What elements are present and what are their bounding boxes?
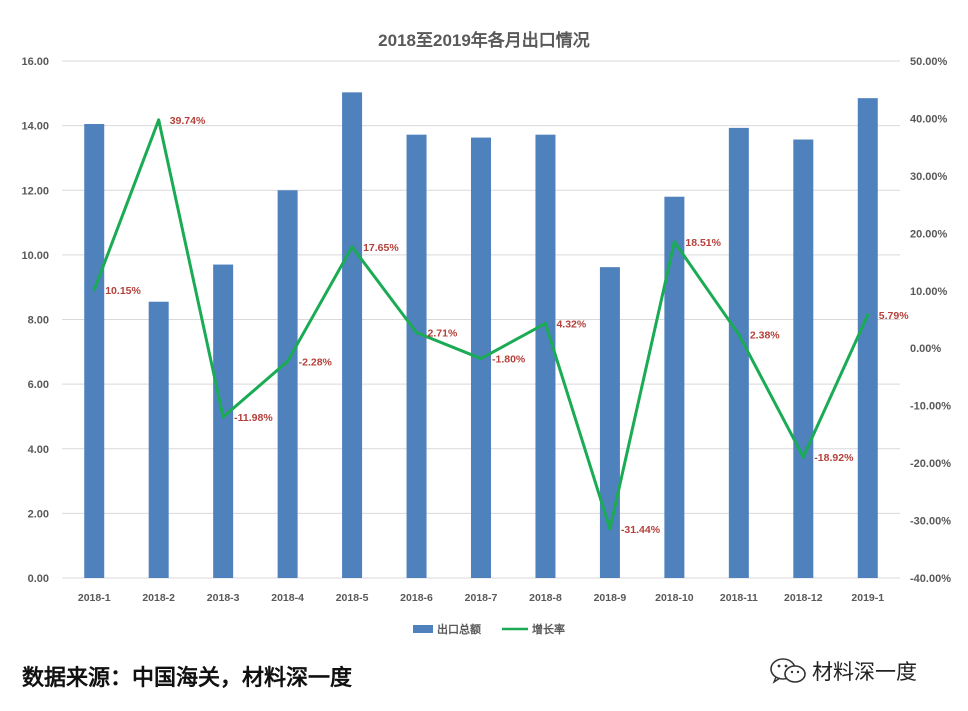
left-tick-label: 8.00 bbox=[28, 315, 49, 327]
bar bbox=[793, 139, 814, 578]
bar bbox=[277, 190, 298, 578]
growth-rate-point bbox=[221, 415, 225, 419]
category-label: 2018-11 bbox=[720, 592, 758, 604]
category-label: 2018-6 bbox=[400, 592, 433, 604]
right-tick-label: 40.00% bbox=[910, 113, 948, 125]
growth-rate-label: -31.44% bbox=[621, 524, 661, 536]
left-tick-label: 12.00 bbox=[21, 185, 49, 197]
growth-rate-label: -1.80% bbox=[492, 354, 526, 366]
category-label: 2018-5 bbox=[336, 592, 369, 604]
brand-name: 材料深一度 bbox=[812, 660, 917, 684]
legend-bar-swatch bbox=[413, 625, 433, 633]
bar-series bbox=[84, 92, 878, 579]
left-tick-label: 10.00 bbox=[21, 250, 49, 262]
category-label: 2018-9 bbox=[594, 592, 627, 604]
growth-rate-label: 10.15% bbox=[105, 285, 141, 297]
growth-rate-label: 5.79% bbox=[879, 310, 909, 322]
bar bbox=[599, 267, 620, 578]
brand-watermark: 材料深一度 bbox=[768, 656, 917, 686]
right-tick-label: -10.00% bbox=[910, 401, 951, 413]
growth-rate-label: -11.98% bbox=[234, 412, 273, 424]
category-label: 2018-7 bbox=[465, 592, 498, 604]
growth-rate-point bbox=[672, 240, 676, 244]
category-axis: 2018-1 2018-2 2018-3 2018-4 2018-5 2018-6 2018… bbox=[78, 592, 884, 604]
growth-rate-label: 2.71% bbox=[428, 328, 458, 340]
left-tick-label: 4.00 bbox=[28, 444, 49, 456]
right-axis: -40.00% -30.00% -20.00% -10.00% 0.00% 10.00% 2… bbox=[910, 56, 951, 585]
growth-rate-label: 39.74% bbox=[170, 115, 206, 127]
wechat-icon bbox=[770, 658, 806, 684]
bar bbox=[84, 124, 105, 579]
growth-rate-point bbox=[737, 333, 741, 337]
growth-rate-label: -18.92% bbox=[814, 452, 854, 464]
bar bbox=[342, 92, 363, 578]
right-tick-label: -20.00% bbox=[910, 458, 951, 470]
left-tick-label: 0.00 bbox=[28, 573, 49, 585]
growth-rate-point bbox=[350, 245, 354, 249]
bar bbox=[406, 134, 427, 579]
right-tick-label: 20.00% bbox=[910, 228, 948, 240]
bar bbox=[857, 98, 878, 579]
left-tick-label: 14.00 bbox=[21, 121, 49, 133]
growth-rate-label: 17.65% bbox=[363, 242, 399, 254]
category-label: 2018-4 bbox=[271, 592, 304, 604]
left-tick-label: 2.00 bbox=[28, 508, 49, 520]
growth-rate-point bbox=[92, 288, 96, 292]
category-label: 2018-8 bbox=[529, 592, 562, 604]
left-tick-label: 16.00 bbox=[21, 56, 49, 68]
bar bbox=[148, 301, 169, 578]
source-note: 数据来源：中国海关，材料深一度 bbox=[22, 665, 353, 691]
bar bbox=[535, 134, 556, 579]
growth-rate-point bbox=[801, 455, 805, 459]
growth-rate-label: 4.32% bbox=[556, 318, 586, 330]
chart-title: 2018至2019年各月出口情况 bbox=[378, 30, 590, 50]
bar bbox=[728, 127, 749, 578]
category-label: 2019-1 bbox=[851, 592, 884, 604]
bar bbox=[664, 196, 685, 578]
growth-rate-point bbox=[543, 321, 547, 325]
growth-rate-point bbox=[415, 331, 419, 335]
category-label: 2018-3 bbox=[207, 592, 240, 604]
right-tick-label: -40.00% bbox=[910, 573, 951, 585]
growth-rate-point bbox=[479, 357, 483, 361]
right-tick-label: 50.00% bbox=[910, 56, 948, 68]
legend: 出口总额 增长率 bbox=[413, 622, 565, 636]
growth-rate-point bbox=[608, 527, 612, 531]
category-label: 2018-12 bbox=[784, 592, 823, 604]
chart: 2018至2019年各月出口情况 0.00 2.00 4.00 6.00 8.00 10.… bbox=[21, 30, 951, 636]
category-label: 2018-10 bbox=[655, 592, 694, 604]
left-axis: 0.00 2.00 4.00 6.00 8.00 10.00 12.00 14.00 16.00 bbox=[21, 56, 49, 585]
growth-rate-point bbox=[866, 313, 870, 317]
growth-rate-label: 18.51% bbox=[685, 237, 721, 249]
right-tick-label: -30.00% bbox=[910, 516, 951, 528]
growth-rate-point bbox=[286, 359, 290, 363]
growth-rate-label: -2.28% bbox=[299, 356, 333, 368]
left-tick-label: 6.00 bbox=[28, 379, 49, 391]
growth-rate-point bbox=[157, 118, 161, 122]
bar bbox=[213, 264, 234, 578]
data-labels: 10.15% 39.74% -11.98% -2.28% 17.65% 2.71% -1.8… bbox=[105, 115, 909, 536]
right-tick-label: 10.00% bbox=[910, 286, 948, 298]
line-series bbox=[92, 118, 870, 531]
legend-bar-label: 出口总额 bbox=[437, 622, 481, 636]
right-tick-label: 30.00% bbox=[910, 171, 948, 183]
category-label: 2018-2 bbox=[142, 592, 175, 604]
right-tick-label: 0.00% bbox=[910, 343, 941, 355]
category-label: 2018-1 bbox=[78, 592, 111, 604]
growth-rate-label: 2.38% bbox=[750, 330, 780, 342]
legend-line-label: 增长率 bbox=[532, 622, 565, 636]
